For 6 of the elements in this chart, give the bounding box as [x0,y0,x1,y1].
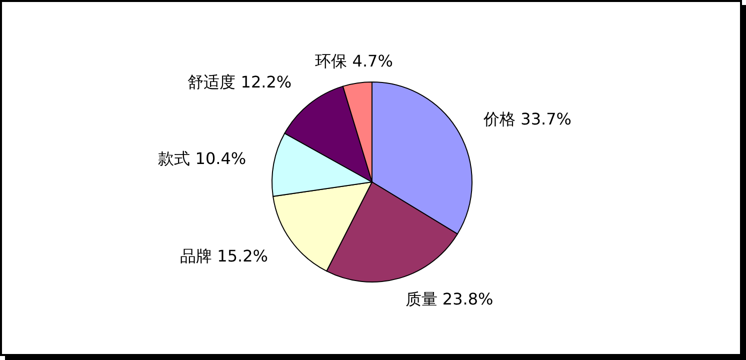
slice-label: 舒适度 12.2% [188,72,292,92]
slice-label: 环保 4.7% [315,51,393,70]
slice-label: 质量 23.8% [405,289,494,308]
slice-label: 价格 33.7% [482,109,572,128]
slice-label: 款式 10.4% [158,148,246,168]
slice-label: 品牌 15.2% [180,246,268,266]
